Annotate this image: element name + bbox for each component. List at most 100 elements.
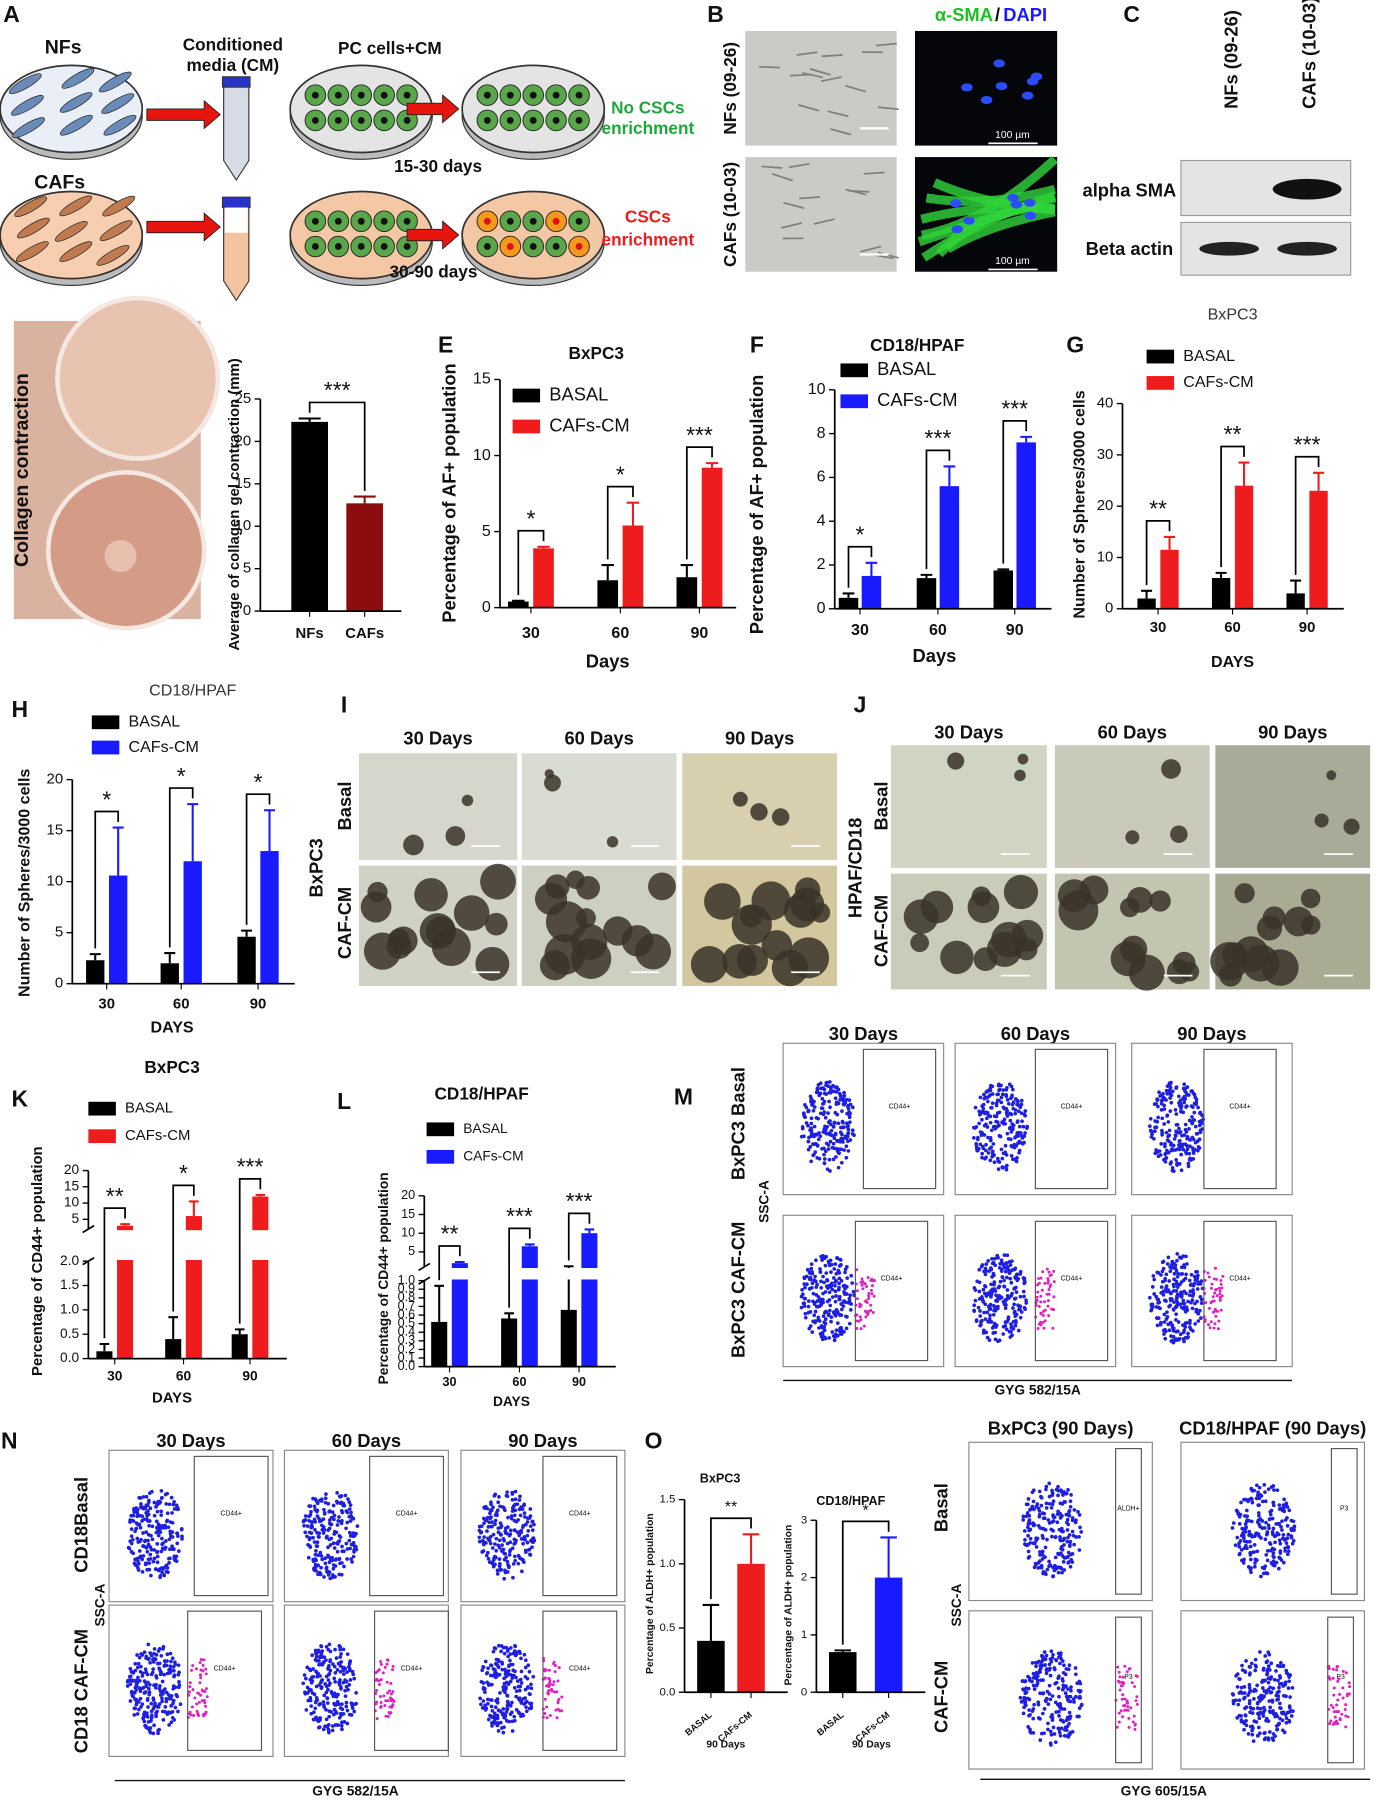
event [990, 1257, 994, 1261]
event [989, 1084, 993, 1088]
label: 30-90 days [390, 261, 478, 281]
event [170, 1720, 174, 1724]
event [520, 1537, 524, 1541]
event [1010, 1292, 1014, 1296]
event [974, 1106, 978, 1110]
event [1279, 1706, 1283, 1710]
event [1342, 1697, 1345, 1700]
event [135, 1564, 139, 1568]
event [828, 1119, 832, 1123]
cell-outline [790, 75, 811, 76]
event [1191, 1298, 1195, 1302]
event [1050, 1535, 1054, 1539]
event [833, 1339, 837, 1343]
event [531, 1520, 535, 1524]
event [832, 1142, 836, 1146]
event [1219, 1289, 1222, 1292]
event [1179, 1130, 1183, 1134]
event [1015, 1273, 1019, 1277]
event [1005, 1164, 1009, 1168]
event [162, 1645, 166, 1649]
label: NFs (09-26) [1220, 10, 1241, 109]
event [325, 1696, 329, 1700]
event [1176, 1275, 1180, 1279]
event [335, 1656, 339, 1660]
event [830, 1315, 834, 1319]
event [306, 1524, 310, 1528]
bar [346, 503, 383, 611]
event [337, 1573, 341, 1577]
event [1120, 1684, 1123, 1687]
event [133, 1558, 137, 1562]
event [320, 1558, 324, 1562]
event [1256, 1503, 1260, 1507]
event [322, 1531, 326, 1535]
event [1049, 1743, 1053, 1747]
event [138, 1686, 142, 1690]
event [839, 1126, 843, 1130]
event [977, 1122, 981, 1126]
event [1275, 1698, 1279, 1702]
label: BxPC3 [144, 1057, 199, 1077]
event [844, 1156, 848, 1160]
event [353, 1534, 357, 1538]
error-bar [880, 1537, 897, 1577]
event [978, 1324, 982, 1328]
event [1184, 1105, 1188, 1109]
event [1341, 1686, 1344, 1689]
bar [829, 1652, 857, 1692]
event [1066, 1488, 1070, 1492]
error-bar [944, 466, 956, 486]
event [1118, 1675, 1121, 1678]
event [339, 1706, 343, 1710]
event [1338, 1693, 1341, 1696]
event [311, 1536, 315, 1540]
event [345, 1521, 349, 1525]
event [847, 1149, 851, 1153]
event [1156, 1324, 1160, 1328]
event [1279, 1507, 1283, 1511]
label: CD18/HPAF [435, 1083, 529, 1103]
event [491, 1546, 495, 1550]
label: 60 Days [1001, 1023, 1070, 1044]
event [172, 1665, 176, 1669]
event [327, 1709, 331, 1713]
event [1332, 1694, 1335, 1697]
error-bar [299, 418, 321, 421]
event [528, 1516, 532, 1520]
event [188, 1685, 191, 1688]
x-tick-label: 60 [176, 1369, 192, 1384]
event [1283, 1731, 1287, 1735]
event [1240, 1527, 1244, 1531]
event [836, 1334, 840, 1338]
nucleus [404, 243, 411, 250]
event [800, 1306, 804, 1310]
event [1009, 1119, 1013, 1123]
event [1248, 1702, 1252, 1706]
event [1195, 1270, 1199, 1274]
event [1121, 1698, 1124, 1701]
event [558, 1666, 561, 1669]
event [834, 1262, 838, 1266]
event [1242, 1728, 1246, 1732]
event [1181, 1110, 1185, 1114]
event [202, 1658, 205, 1661]
event [154, 1657, 158, 1661]
y-tick-label: 0 [817, 599, 826, 617]
event [843, 1292, 847, 1296]
event [978, 1314, 982, 1318]
event [389, 1712, 392, 1715]
event [817, 1131, 821, 1135]
event [1187, 1152, 1191, 1156]
event [151, 1524, 155, 1528]
error-bar [187, 804, 198, 861]
event [1037, 1327, 1040, 1330]
event [809, 1276, 813, 1280]
event [1189, 1283, 1193, 1287]
event [1155, 1271, 1159, 1275]
event [180, 1537, 184, 1541]
event [132, 1507, 136, 1511]
event [1148, 1124, 1152, 1128]
event [1239, 1513, 1243, 1517]
sphere [576, 908, 596, 928]
